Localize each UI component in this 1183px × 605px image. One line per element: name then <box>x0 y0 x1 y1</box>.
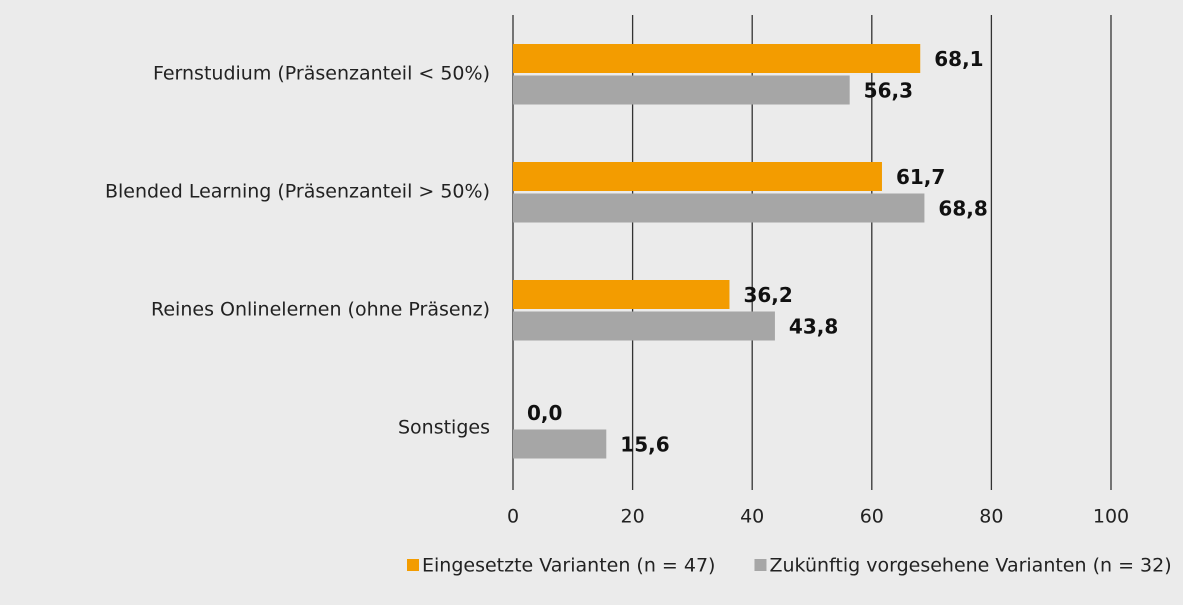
value-label: 43,8 <box>789 315 838 339</box>
bar <box>513 75 850 105</box>
value-label: 61,7 <box>896 165 945 189</box>
bar <box>513 162 882 191</box>
legend-swatch <box>754 559 767 571</box>
category-label: Blended Learning (Präsenzanteil > 50%) <box>105 181 490 203</box>
legend-swatch <box>407 559 419 571</box>
bar <box>513 429 607 459</box>
legend-label: Eingesetzte Varianten (n = 47) <box>422 555 715 577</box>
value-label: 36,2 <box>743 283 792 307</box>
legend-label: Zukünftig vorgesehene Varianten (n = 32) <box>769 555 1171 577</box>
x-tick-label: 20 <box>621 506 645 528</box>
x-tick-label: 100 <box>1093 506 1129 528</box>
value-label: 56,3 <box>864 79 913 103</box>
value-label: 68,8 <box>938 197 987 221</box>
category-label: Reines Onlinelernen (ohne Präsenz) <box>151 299 490 321</box>
bar <box>513 280 730 309</box>
x-tick-label: 40 <box>740 506 764 528</box>
value-label: 68,1 <box>934 47 983 71</box>
bar <box>513 44 921 73</box>
value-label: 15,6 <box>620 433 669 457</box>
bar <box>513 193 925 223</box>
x-tick-label: 80 <box>979 506 1003 528</box>
value-label: 0,0 <box>527 401 562 425</box>
x-tick-label: 0 <box>507 506 519 528</box>
x-tick-label: 60 <box>860 506 884 528</box>
category-label: Sonstiges <box>398 417 490 439</box>
category-label: Fernstudium (Präsenzanteil < 50%) <box>153 63 490 85</box>
bar <box>513 311 775 341</box>
